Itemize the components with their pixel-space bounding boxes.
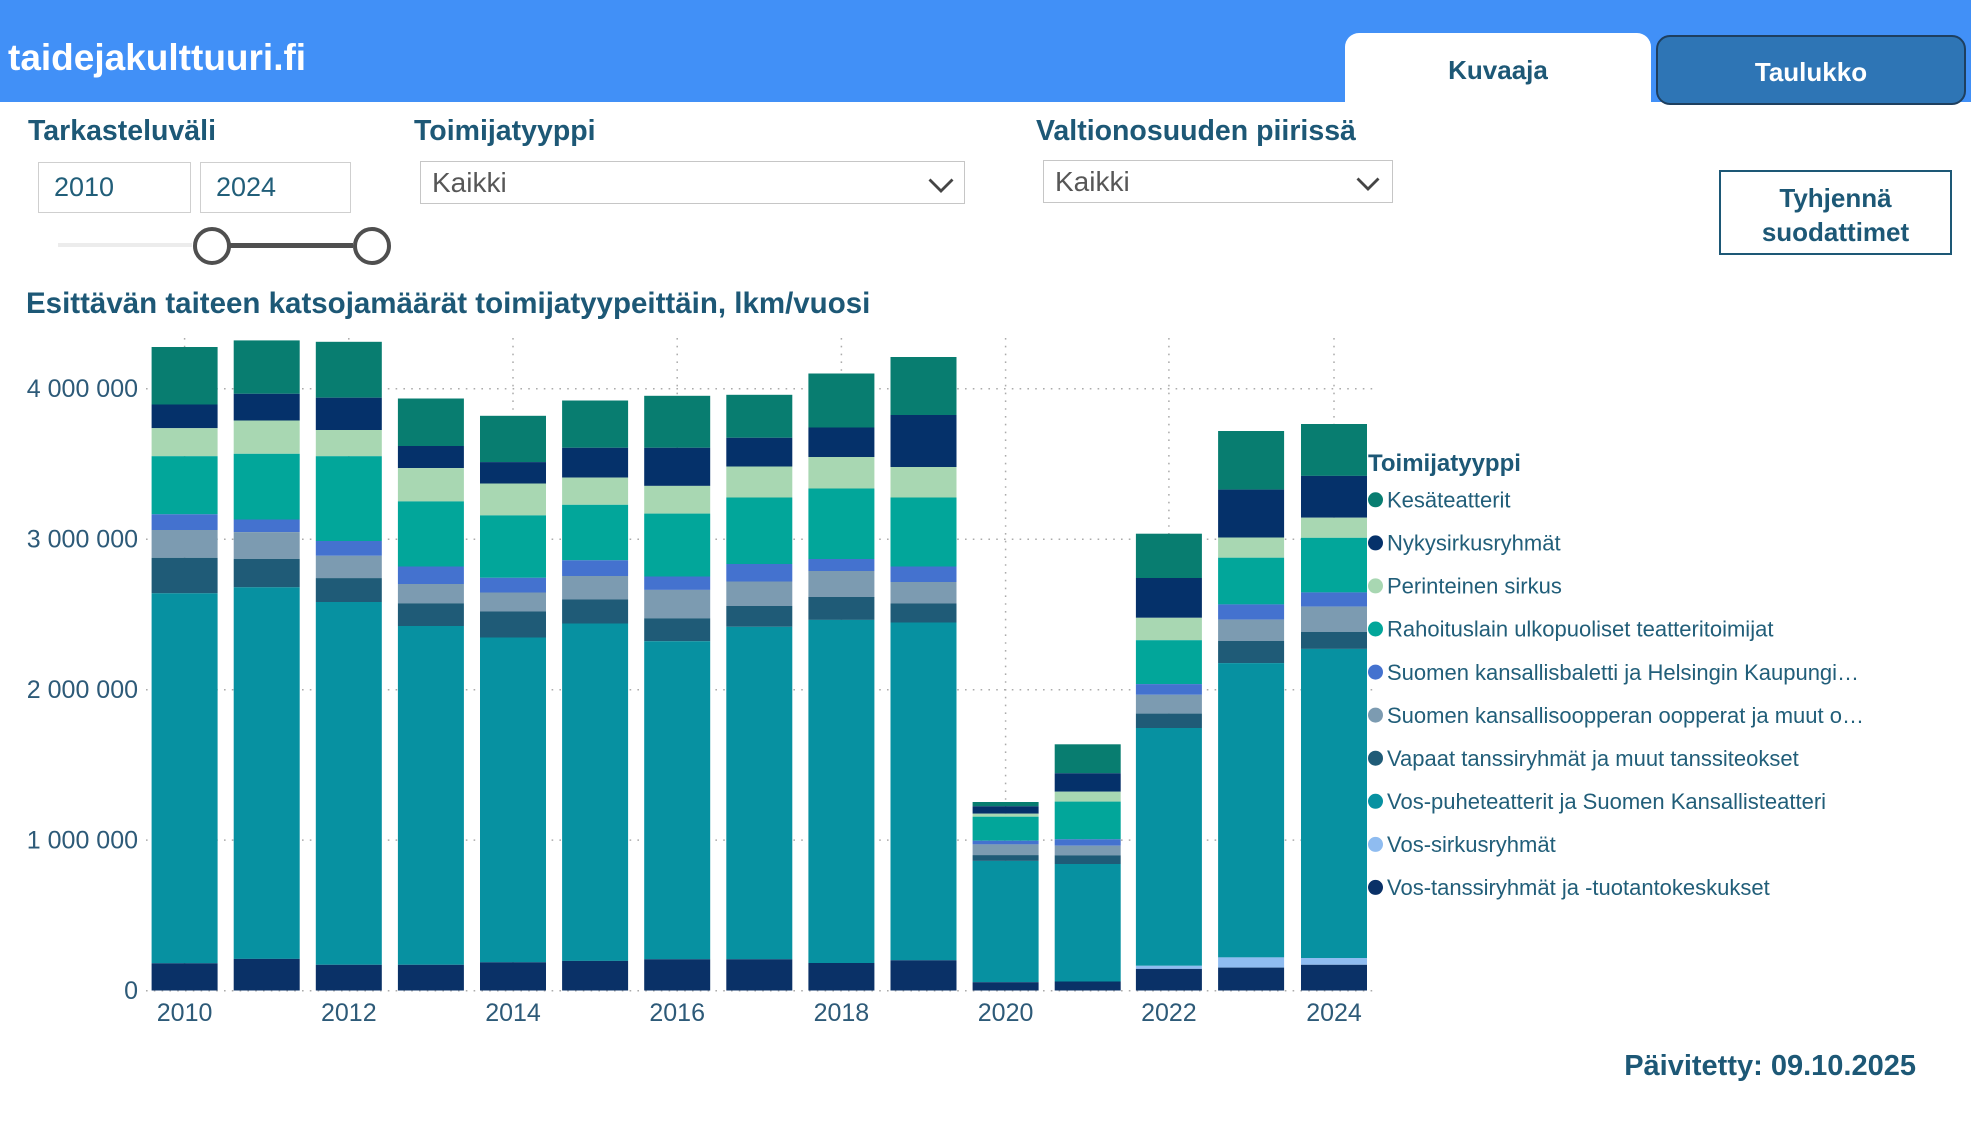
svg-text:2016: 2016 [649,999,705,1027]
svg-text:Kesäteatterit: Kesäteatterit [1387,488,1511,513]
svg-text:Suomen kansallisbaletti ja Hel: Suomen kansallisbaletti ja Helsingin Kau… [1387,660,1859,685]
svg-text:Rahoituslain ulkopuoliset teat: Rahoituslain ulkopuoliset teatteritoimij… [1387,617,1773,642]
svg-text:Toimijatyyppi: Toimijatyyppi [1368,450,1521,477]
svg-text:Vapaat tanssiryhmät ja muut ta: Vapaat tanssiryhmät ja muut tanssiteokse… [1387,746,1799,771]
svg-text:2018: 2018 [814,999,870,1027]
svg-text:2024: 2024 [1306,999,1362,1027]
svg-text:2 000 000: 2 000 000 [27,676,138,704]
svg-text:0: 0 [124,977,138,1005]
svg-text:2012: 2012 [321,999,377,1027]
svg-text:3 000 000: 3 000 000 [27,526,138,554]
svg-text:Vos-puheteatterit ja Suomen Ka: Vos-puheteatterit ja Suomen Kansallistea… [1387,789,1826,814]
svg-text:2014: 2014 [485,999,541,1027]
svg-text:2010: 2010 [157,999,213,1027]
svg-text:2022: 2022 [1141,999,1197,1027]
svg-text:1 000 000: 1 000 000 [27,826,138,854]
svg-text:2020: 2020 [978,999,1034,1027]
svg-text:Vos-sirkusryhmät: Vos-sirkusryhmät [1387,832,1556,857]
svg-text:4 000 000: 4 000 000 [27,375,138,403]
svg-text:Suomen kansallisoopperan ooppe: Suomen kansallisoopperan oopperat ja muu… [1387,703,1864,728]
svg-text:Nykysirkusryhmät: Nykysirkusryhmät [1387,531,1561,556]
svg-text:Perinteinen sirkus: Perinteinen sirkus [1387,574,1562,599]
svg-text:Vos-tanssiryhmät ja -tuotantok: Vos-tanssiryhmät ja -tuotantokeskukset [1387,875,1770,900]
